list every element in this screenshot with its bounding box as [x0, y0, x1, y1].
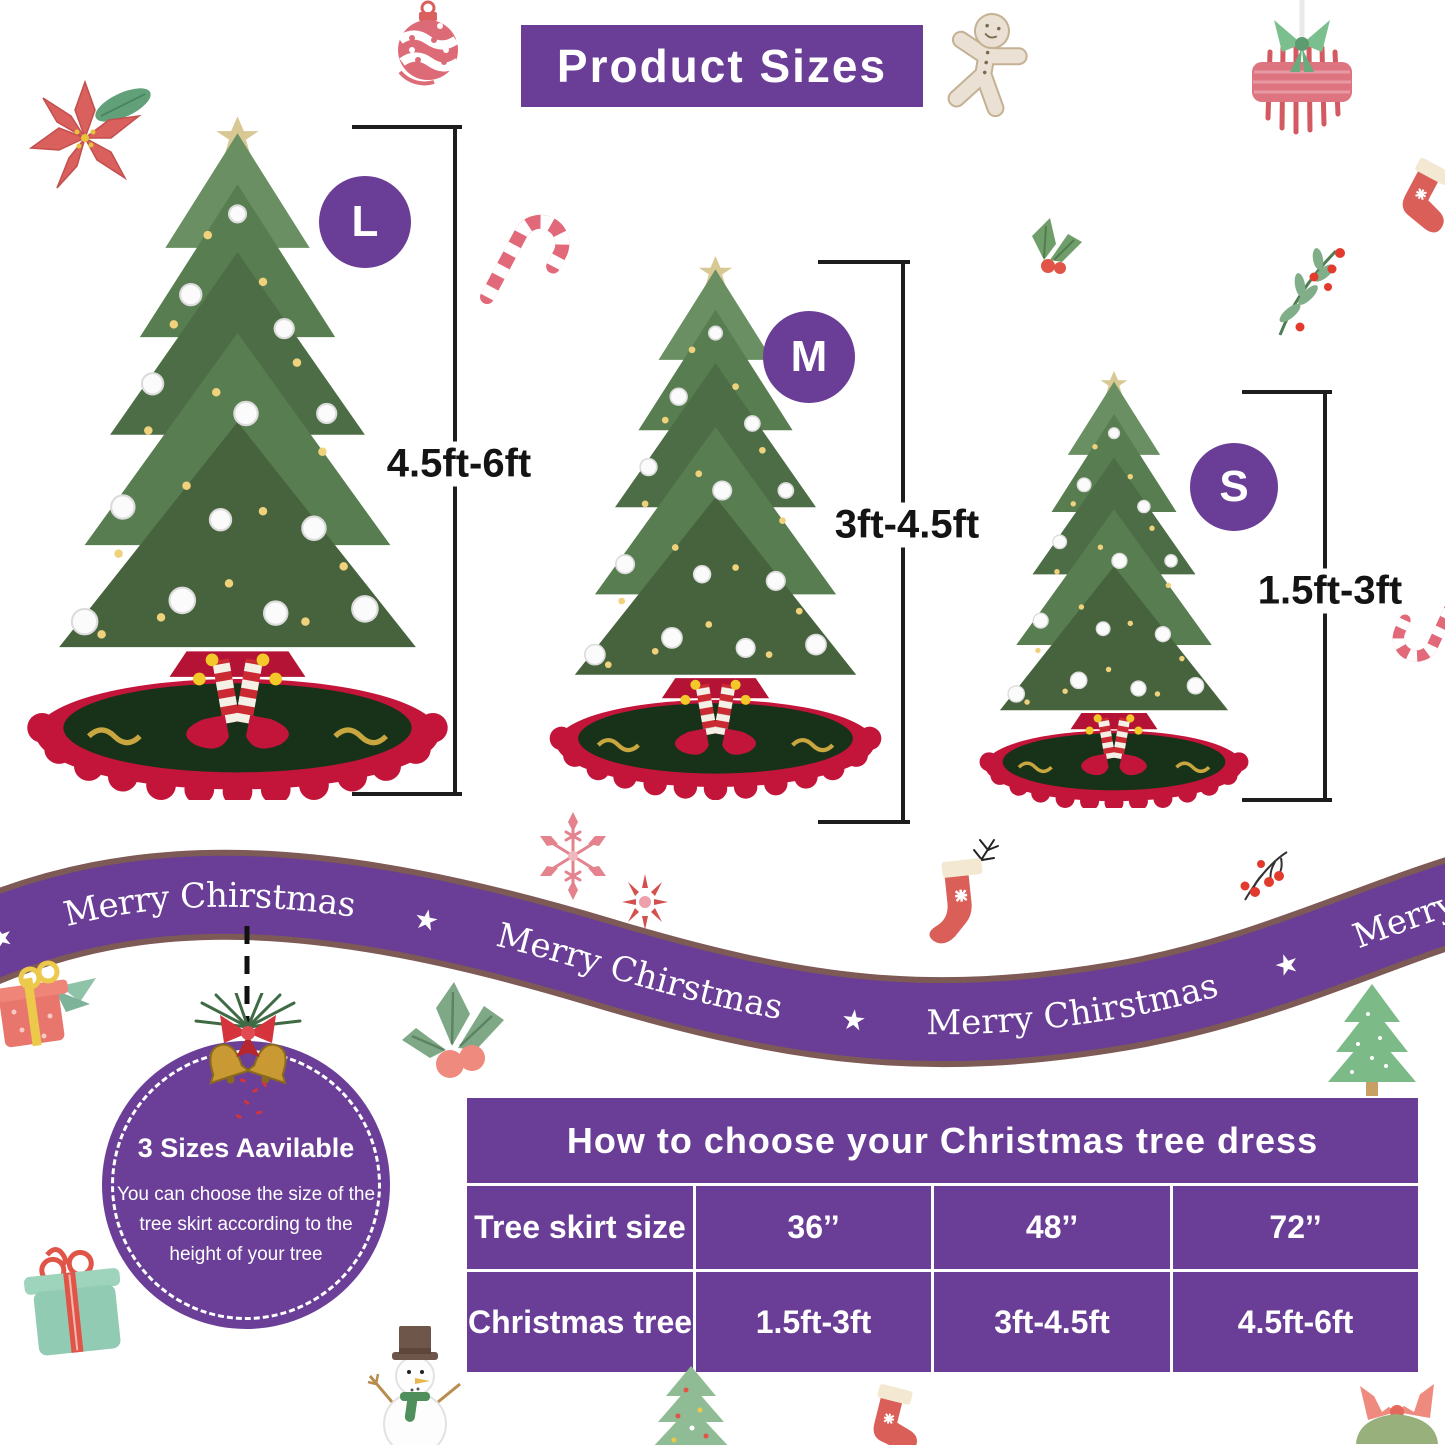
berry-branch-icon	[1240, 851, 1288, 901]
size-badge-small: S	[1190, 443, 1278, 531]
title-banner: Product Sizes	[521, 25, 923, 107]
stocking-icon	[929, 839, 999, 944]
page-title: Product Sizes	[556, 40, 888, 92]
size-table-title: How to choose your Christmas tree dress	[467, 1098, 1418, 1183]
gift-box-icon	[0, 960, 96, 1048]
height-label-small: 1.5ft-3ft	[1249, 568, 1411, 614]
snowflake-icon	[540, 812, 606, 900]
snowman-icon	[367, 1326, 461, 1445]
pine-tree-icon	[654, 1366, 728, 1445]
table-cell: 1.5ft-3ft	[696, 1272, 931, 1372]
size-badge-medium: M	[763, 311, 855, 403]
poinsettia-icon	[28, 79, 151, 189]
table-cell: 4.5ft-6ft	[1173, 1272, 1418, 1372]
starburst-icon	[622, 874, 668, 930]
bauble-ornament-icon	[397, 0, 461, 86]
red-bow-icon	[220, 1015, 276, 1057]
table-cell: 48’’	[934, 1186, 1170, 1269]
table-row-label: Christmas tree	[467, 1272, 693, 1372]
table-cell: 36’’	[696, 1186, 931, 1269]
drum-ornament-icon	[1252, 0, 1352, 135]
table-row-label: Tree skirt size	[467, 1186, 693, 1269]
gift-box-icon	[1356, 1384, 1438, 1444]
gingerbread-man-icon	[947, 13, 1028, 118]
size-badge-small-letter: S	[1219, 462, 1249, 511]
size-badge-large: L	[319, 176, 411, 268]
info-circle-line: height of your tree	[169, 1244, 323, 1265]
info-circle-line: tree skirt according to the	[139, 1214, 353, 1235]
table-cell: 3ft-4.5ft	[934, 1272, 1170, 1372]
size-table: How to choose your Christmas tree dress …	[467, 1098, 1418, 1372]
merry-christmas-ribbon	[0, 855, 1445, 1062]
height-label-medium: 3ft-4.5ft	[826, 502, 988, 548]
size-badge-medium-letter: M	[790, 332, 828, 381]
info-circle-title: 3 Sizes Aavilable	[137, 1133, 355, 1163]
pine-tree-icon	[1328, 984, 1416, 1096]
info-circle-line: You can choose the size of the	[116, 1184, 376, 1205]
holly-icon	[1032, 218, 1082, 274]
mistletoe-icon	[1278, 248, 1345, 336]
star-separator-icon: ★	[840, 1002, 868, 1037]
info-circle: 3 Sizes Aavilable You can choose the siz…	[102, 1041, 390, 1329]
bells-bow-icon	[194, 993, 302, 1119]
table-cell: 72’’	[1173, 1186, 1418, 1269]
size-badge-large-letter: L	[351, 197, 379, 246]
height-label-large: 4.5ft-6ft	[378, 441, 540, 487]
holly-icon	[402, 982, 504, 1078]
gift-box-icon	[23, 1246, 121, 1356]
green-bow-icon	[1274, 20, 1330, 72]
